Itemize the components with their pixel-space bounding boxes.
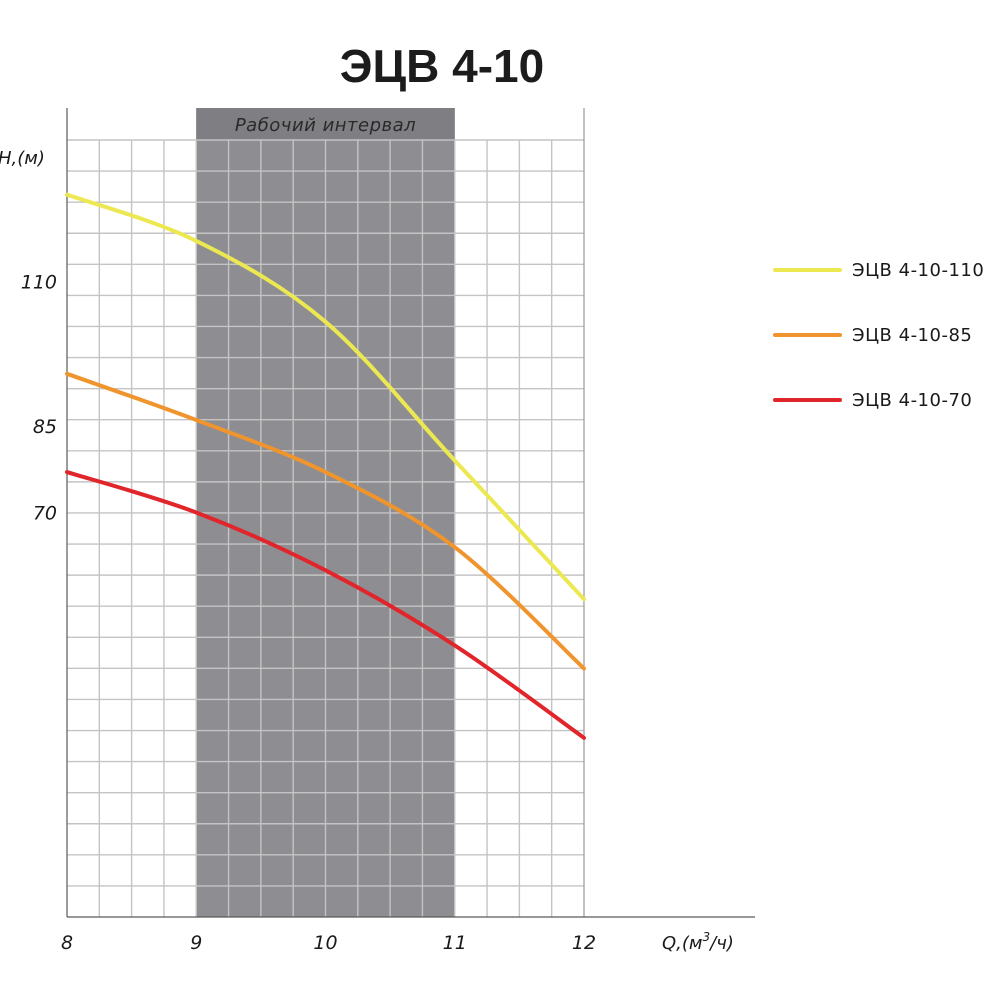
- x-tick-label: 9: [190, 932, 202, 954]
- x-tick-label: 8: [61, 932, 73, 954]
- series-line: [65, 192, 586, 602]
- x-axis-label: Q,(м3/ч): [662, 930, 734, 954]
- x-tick-label: 10: [313, 932, 337, 954]
- x-tick-labels: 8 9 10 11 12: [61, 932, 596, 954]
- x-axis-label-tail: /ч): [708, 933, 734, 954]
- chart-title: ЭЦВ 4-10: [340, 40, 544, 92]
- y-tick-labels: 70 85 110: [21, 271, 57, 524]
- x-axis-label-main: Q,(м: [662, 933, 703, 954]
- x-axis-label-sup: 3: [703, 930, 711, 944]
- y-tick-label: 85: [33, 416, 57, 438]
- y-tick-label: 70: [33, 503, 57, 525]
- legend-label: ЭЦВ 4-10-85: [852, 325, 972, 346]
- working-range-label: Рабочий интервал: [235, 115, 416, 136]
- series-line: [65, 470, 586, 740]
- axes: [66, 108, 755, 918]
- working-range-header: [196, 108, 455, 140]
- legend-label: ЭЦВ 4-10-110: [852, 260, 984, 281]
- grid: [67, 139, 584, 917]
- legend: ЭЦВ 4-10-110 ЭЦВ 4-10-85 ЭЦВ 4-10-70: [773, 260, 984, 411]
- series-line: [65, 371, 586, 671]
- x-tick-label: 11: [443, 932, 467, 954]
- legend-label: ЭЦВ 4-10-70: [852, 390, 972, 411]
- series-lines: [65, 192, 586, 740]
- y-axis-label: H,(м): [0, 148, 45, 169]
- x-tick-label: 12: [572, 932, 596, 954]
- y-tick-label: 110: [21, 271, 57, 293]
